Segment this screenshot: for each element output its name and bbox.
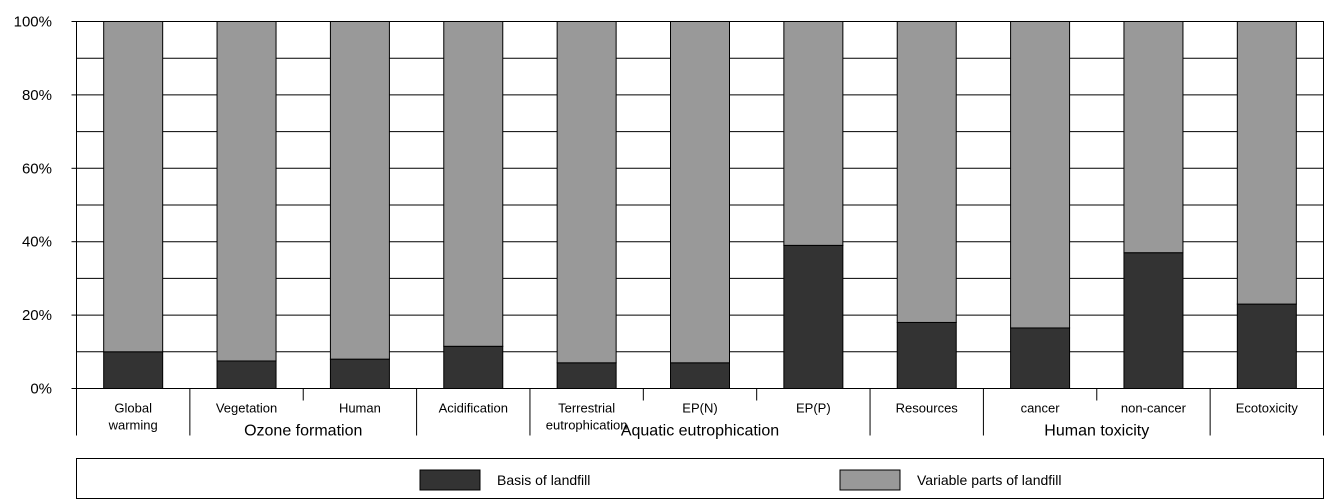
bar-segment-basis bbox=[329, 358, 390, 390]
bar-segment-variable bbox=[443, 21, 504, 347]
y-tick-label: 100% bbox=[14, 14, 52, 31]
bar-segment-variable bbox=[216, 21, 277, 362]
bar-segment-basis bbox=[1236, 303, 1297, 389]
bar-segment-basis bbox=[1010, 327, 1071, 390]
bar-segment-variable bbox=[103, 21, 164, 353]
category-label: Global bbox=[114, 401, 152, 416]
bar-segment-basis bbox=[216, 360, 277, 390]
bar-segment-variable bbox=[896, 21, 957, 323]
group-label: Human toxicity bbox=[1044, 423, 1149, 440]
bar-segment-variable bbox=[1236, 21, 1297, 305]
bar-segment-variable bbox=[329, 21, 390, 360]
bar-segment-variable bbox=[670, 21, 730, 364]
legend: Basis of landfill Variable parts of land… bbox=[76, 458, 1324, 499]
category-label: eutrophication bbox=[546, 418, 628, 433]
bar-segment-variable bbox=[1010, 21, 1071, 329]
category-label: cancer bbox=[1021, 401, 1061, 416]
legend-swatch-variable bbox=[839, 469, 901, 491]
bar-segment-basis bbox=[556, 362, 617, 389]
axis-layer: 0% 20% 40% 60% 80% 100% bbox=[14, 14, 1324, 436]
bar-segment-basis bbox=[783, 244, 844, 389]
group-label: Ozone formation bbox=[244, 423, 362, 440]
group-label: Aquatic eutrophication bbox=[621, 423, 779, 440]
category-labels: Global warming Vegetation Human Acidificatio… bbox=[108, 401, 1299, 440]
y-tick-label: 60% bbox=[22, 160, 52, 177]
bars-layer bbox=[103, 21, 1297, 390]
y-tick-label: 0% bbox=[30, 381, 52, 398]
category-label: Acidification bbox=[439, 401, 508, 416]
category-label: EP(N) bbox=[682, 401, 717, 416]
category-label: non-cancer bbox=[1121, 401, 1187, 416]
bar-segment-basis bbox=[1123, 252, 1184, 389]
category-label: Human bbox=[339, 401, 381, 416]
y-tick-label: 80% bbox=[22, 87, 52, 104]
category-label: Ecotoxicity bbox=[1236, 401, 1299, 416]
category-label: Terrestrial bbox=[558, 401, 615, 416]
category-label: Resources bbox=[896, 401, 959, 416]
bar-segment-basis bbox=[896, 321, 957, 389]
legend-label-variable: Variable parts of landfill bbox=[917, 472, 1061, 488]
bar-segment-variable bbox=[783, 21, 844, 246]
plot-frame bbox=[76, 21, 1324, 389]
y-tick-label: 20% bbox=[22, 307, 52, 324]
bar-segment-basis bbox=[443, 345, 504, 390]
category-label: warming bbox=[108, 418, 158, 433]
legend-swatch-basis bbox=[419, 469, 481, 491]
bar-segment-variable bbox=[1123, 21, 1184, 254]
legend-box bbox=[76, 458, 1324, 499]
bar-segment-basis bbox=[103, 351, 164, 389]
category-label: Vegetation bbox=[216, 401, 277, 416]
category-label: EP(P) bbox=[796, 401, 831, 416]
y-tick-label: 40% bbox=[22, 234, 52, 251]
bar-segment-variable bbox=[556, 21, 617, 364]
bar-segment-basis bbox=[670, 362, 730, 389]
legend-label-basis: Basis of landfill bbox=[497, 472, 590, 488]
